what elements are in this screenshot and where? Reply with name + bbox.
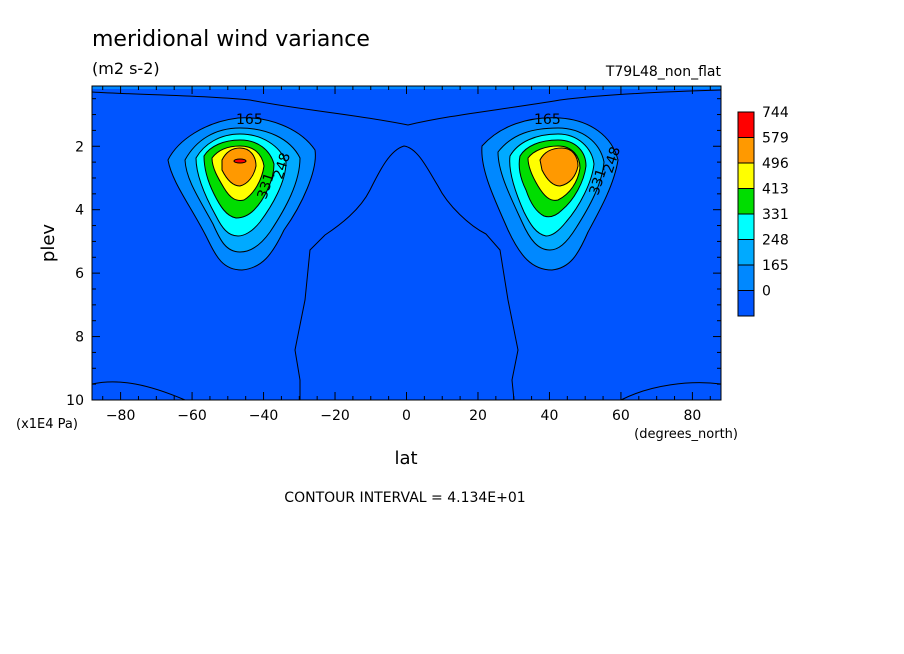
colorbar-swatch bbox=[737, 239, 755, 266]
contour-label: 331 bbox=[255, 171, 278, 201]
x-tick-label: 20 bbox=[469, 408, 487, 424]
colorbar-swatch bbox=[737, 137, 755, 164]
contour-744-south bbox=[233, 158, 247, 164]
upper-contour-line bbox=[249, 89, 722, 126]
x-tick-label: 80 bbox=[683, 408, 701, 424]
upper-left-contour-line bbox=[91, 91, 251, 101]
x-tick-label: 0 bbox=[402, 408, 411, 424]
plot-area bbox=[91, 85, 722, 401]
colorbar-swatch bbox=[737, 264, 755, 291]
y-tick-label: 4 bbox=[75, 203, 84, 219]
background-contour-lines bbox=[91, 89, 722, 401]
y-axis: 2 4 6 8 10 bbox=[66, 98, 721, 409]
colorbar-label: 744 bbox=[762, 105, 789, 121]
contour-label: 331 bbox=[587, 167, 610, 197]
colorbar-swatch bbox=[737, 290, 755, 317]
colorbar-label: 248 bbox=[762, 233, 789, 249]
chart-title: meridional wind variance bbox=[92, 27, 370, 52]
x-tick-label: −20 bbox=[320, 408, 350, 424]
contour-labels: 165 248 331 165 248 331 bbox=[236, 112, 624, 201]
colorbar-swatch bbox=[737, 188, 755, 215]
colorbar-label: 579 bbox=[762, 131, 789, 147]
colorbar-swatch bbox=[737, 213, 755, 240]
x-axis-title: lat bbox=[394, 448, 417, 469]
run-label: T79L48_non_flat bbox=[605, 64, 722, 80]
contour-label: 248 bbox=[271, 151, 294, 181]
contour-interval-note: CONTOUR INTERVAL = 4.134E+01 bbox=[284, 490, 525, 506]
contour-label: 165 bbox=[236, 112, 263, 128]
colorbar-swatch bbox=[737, 111, 755, 138]
y-tick-label: 8 bbox=[75, 330, 84, 346]
colorbar-label: 331 bbox=[762, 207, 789, 223]
x-tick-label: −80 bbox=[106, 408, 136, 424]
x-axis: −80 −60 −40 −20 0 20 40 60 80 bbox=[102, 86, 711, 424]
contour-label: 165 bbox=[534, 112, 561, 128]
contour-label: 248 bbox=[601, 145, 624, 175]
x-tick-label: 60 bbox=[612, 408, 630, 424]
y-axis-title: plev bbox=[38, 224, 59, 263]
central-contour-line bbox=[294, 145, 519, 401]
lower-left-contour-line bbox=[91, 381, 186, 401]
northern-jet-contours bbox=[481, 117, 619, 271]
y-tick-label: 10 bbox=[66, 393, 84, 409]
y-tick-label: 2 bbox=[75, 139, 84, 155]
y-tick-label: 6 bbox=[75, 266, 84, 282]
units-label: (m2 s-2) bbox=[92, 59, 160, 78]
x-tick-label: −40 bbox=[249, 408, 279, 424]
colorbar-label: 413 bbox=[762, 182, 789, 198]
colorbar: 744 579 496 413 331 248 165 0 bbox=[737, 105, 789, 317]
x-axis-units: (degrees_north) bbox=[634, 427, 738, 442]
plot-background bbox=[92, 86, 721, 400]
x-tick-label: −60 bbox=[177, 408, 207, 424]
contour-579-south bbox=[221, 147, 257, 187]
colorbar-label: 496 bbox=[762, 156, 789, 172]
contour-579-north bbox=[539, 147, 579, 187]
lower-right-contour-line bbox=[620, 382, 722, 401]
x-tick-label: 40 bbox=[541, 408, 559, 424]
southern-jet-contours bbox=[167, 117, 316, 271]
y-axis-units: (x1E4 Pa) bbox=[16, 417, 78, 432]
colorbar-label: 0 bbox=[762, 284, 771, 300]
colorbar-swatch bbox=[737, 162, 755, 189]
colorbar-label: 165 bbox=[762, 258, 789, 274]
